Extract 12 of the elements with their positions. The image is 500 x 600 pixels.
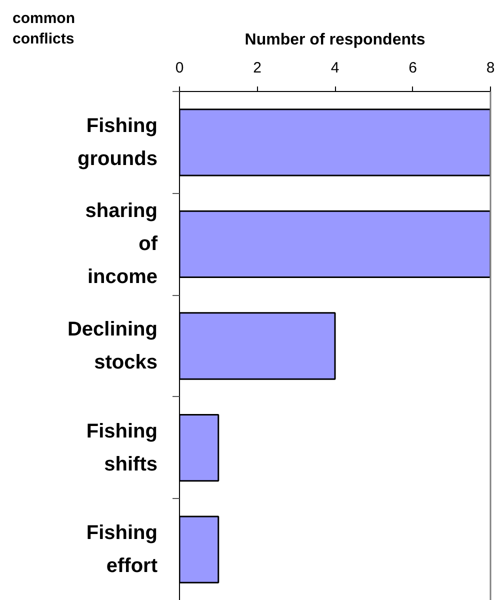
y-tick-label: Fishing grounds bbox=[78, 114, 158, 170]
x-tick-label: 6 bbox=[408, 60, 417, 76]
x-tick-label: 0 bbox=[175, 60, 184, 76]
x-tick-label: 2 bbox=[253, 60, 262, 76]
y-tick-label: sharing of income bbox=[85, 200, 158, 288]
x-axis-title: Number of respondents bbox=[244, 32, 426, 48]
y-tick-label: Declining stocks bbox=[67, 318, 158, 374]
y-tick-label: Fishing shifts bbox=[86, 420, 158, 476]
y-tick-label: Fishing effort bbox=[86, 522, 158, 578]
y-axis-title: common conflicts bbox=[12, 10, 76, 48]
x-tick-label: 8 bbox=[486, 60, 495, 76]
x-tick-label: 4 bbox=[330, 60, 340, 76]
